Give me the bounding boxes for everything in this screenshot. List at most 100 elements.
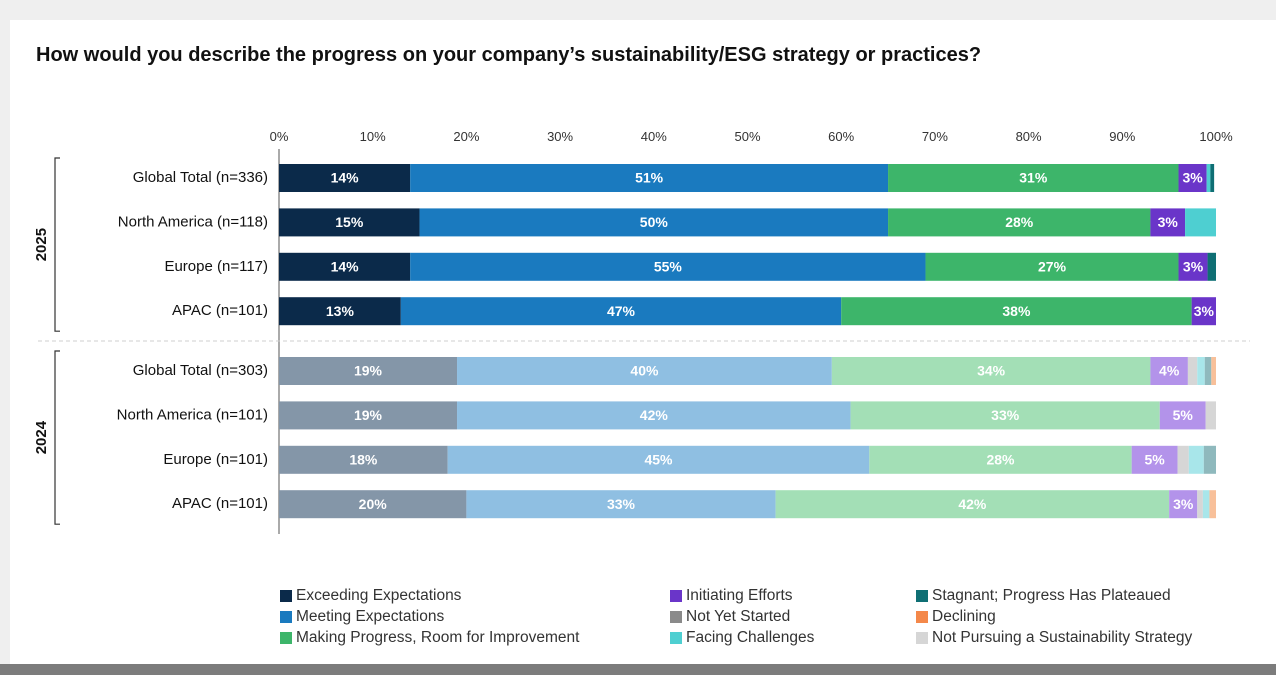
bar-data-label: 31% [1019, 170, 1048, 186]
legend-swatch [280, 590, 292, 602]
bar-segment [279, 445, 448, 474]
bar-segment [447, 445, 870, 474]
bar-segment [841, 297, 1192, 326]
chart-frame [10, 20, 1276, 664]
bar-segment [1210, 164, 1215, 192]
bar-segment [850, 401, 1160, 430]
legend-swatch [670, 611, 682, 623]
legend-swatch [280, 611, 292, 623]
bar-segment [831, 357, 1151, 385]
bar-segment [457, 357, 832, 385]
bar-segment [1178, 164, 1207, 192]
legend-item: Not Yet Started [670, 608, 790, 626]
bar-data-label: 20% [359, 496, 388, 512]
bar-data-label: 14% [331, 259, 360, 275]
bar-data-label: 15% [335, 214, 364, 230]
legend-item: Meeting Expectations [280, 608, 444, 626]
bottom-scroll-bar [0, 664, 1276, 675]
chart-title: How would you describe the progress on y… [36, 44, 982, 66]
bar-data-label: 14% [331, 170, 360, 186]
bar-data-label: 40% [630, 363, 659, 379]
legend-label: Declining [932, 608, 996, 625]
legend-swatch [670, 590, 682, 602]
year-bracket [54, 157, 60, 332]
bar-segment [279, 208, 420, 237]
legend-swatch [916, 611, 928, 623]
stacked-bar-chart: 0% 10% 20% 30% 40% 50% 60% 70% 80% 90% 100% 2025 Glo… [33, 129, 1250, 534]
bar-segment [1150, 208, 1186, 237]
legend-label: Meeting Expectations [296, 608, 445, 625]
x-tick-label: 0% [270, 129, 289, 144]
bar-data-label: 3% [1183, 259, 1204, 275]
year-label: 2024 [33, 420, 50, 454]
x-tick-label: 30% [547, 129, 573, 144]
bar-segment [888, 164, 1179, 192]
bar-data-label: 3% [1182, 170, 1203, 186]
bar-segment [410, 164, 889, 192]
bar-segment [1150, 357, 1188, 385]
x-tick-label: 100% [1199, 129, 1233, 144]
bar-segment [1204, 357, 1212, 385]
legend-swatch [916, 632, 928, 644]
category-label: APAC (n=101) [172, 302, 268, 319]
year-label: 2025 [33, 228, 50, 261]
legend-label: Not Yet Started [686, 608, 791, 625]
bar-data-label: 51% [635, 170, 664, 186]
legend-label: Facing Challenges [686, 629, 815, 646]
bar-segment [279, 401, 458, 430]
bar-segment [1209, 490, 1216, 519]
bar-segment [279, 164, 411, 192]
bar-data-label: 42% [958, 496, 987, 512]
legend-item: Making Progress, Room for Improvement [280, 629, 579, 647]
bar-segment [888, 208, 1151, 237]
legend-item: Stagnant; Progress Has Plateaued [916, 587, 1171, 605]
bar-segment [1206, 164, 1211, 192]
legend-label: Making Progress, Room for Improvement [296, 629, 580, 646]
bar-data-label: 47% [607, 303, 636, 319]
legend-item: Facing Challenges [670, 629, 814, 647]
legend-swatch [670, 632, 682, 644]
bar-data-label: 3% [1158, 214, 1179, 230]
category-label: Global Total (n=303) [133, 362, 268, 379]
bar-segment [1211, 357, 1216, 385]
bar-segment [1205, 401, 1216, 430]
bar-segment [1169, 490, 1198, 519]
bar-data-label: 3% [1173, 496, 1194, 512]
legend-label: Stagnant; Progress Has Plateaued [932, 587, 1171, 604]
bar-data-label: 55% [654, 259, 683, 275]
bar-segment [400, 297, 842, 326]
bar-data-label: 13% [326, 303, 355, 319]
x-tick-label: 50% [734, 129, 760, 144]
bar-data-label: 4% [1159, 363, 1180, 379]
bar-segment [410, 252, 926, 281]
bar-data-label: 28% [986, 452, 1015, 468]
bar-segment [1159, 401, 1206, 430]
bar-data-label: 33% [607, 496, 636, 512]
category-label: North America (n=101) [117, 406, 268, 423]
bar-segment [466, 490, 776, 519]
bar-segment [1191, 297, 1216, 326]
bar-segment [1197, 490, 1203, 519]
bar-segment [775, 490, 1170, 519]
bar-data-label: 19% [354, 363, 383, 379]
bar-data-label: 27% [1038, 259, 1067, 275]
bar-data-label: 5% [1145, 452, 1166, 468]
legend-swatch [916, 590, 928, 602]
legend-label: Exceeding Expectations [296, 587, 462, 604]
year-bracket [54, 350, 60, 525]
bar-data-label: 38% [1002, 303, 1031, 319]
chart-legend: Exceeding Expectations Meeting Expectatio… [280, 587, 1240, 651]
x-tick-label: 20% [453, 129, 479, 144]
bar-data-label: 28% [1005, 214, 1034, 230]
legend-item: Exceeding Expectations [280, 587, 461, 605]
bar-segment [1203, 445, 1216, 474]
category-label: Europe (n=117) [164, 258, 268, 275]
bar-segment [869, 445, 1132, 474]
bar-data-label: 5% [1173, 407, 1194, 423]
bar-segment [279, 252, 411, 281]
category-label: APAC (n=101) [172, 495, 268, 512]
bar-segment [279, 357, 458, 385]
bar-segment [1177, 445, 1189, 474]
x-tick-label: 10% [360, 129, 386, 144]
bar-segment [279, 297, 401, 326]
